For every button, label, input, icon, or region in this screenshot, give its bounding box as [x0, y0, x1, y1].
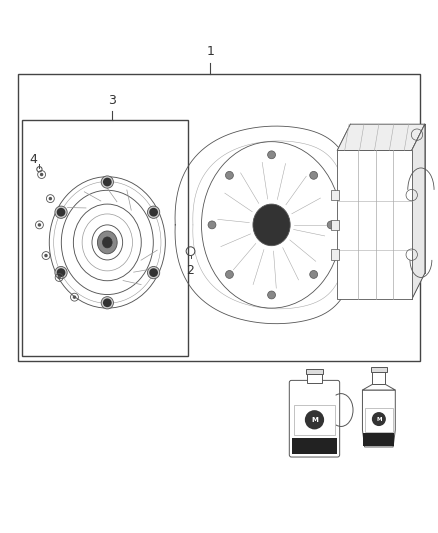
Ellipse shape	[253, 204, 290, 246]
Circle shape	[268, 291, 276, 299]
Circle shape	[226, 271, 233, 278]
Ellipse shape	[55, 206, 67, 219]
Circle shape	[38, 223, 41, 227]
Bar	[293, 405, 336, 435]
Text: 5: 5	[375, 372, 383, 385]
Circle shape	[57, 276, 61, 279]
Circle shape	[103, 177, 112, 187]
Circle shape	[149, 208, 158, 216]
FancyBboxPatch shape	[289, 381, 340, 457]
Text: M: M	[376, 417, 381, 422]
Circle shape	[310, 271, 318, 278]
Bar	[331, 190, 339, 200]
Circle shape	[310, 172, 318, 179]
Ellipse shape	[97, 231, 117, 254]
Circle shape	[149, 268, 158, 277]
Bar	[22, 120, 188, 356]
Polygon shape	[412, 124, 425, 300]
Text: 4: 4	[29, 152, 37, 166]
Bar	[364, 433, 395, 446]
Bar	[331, 249, 339, 260]
Polygon shape	[337, 124, 425, 150]
Polygon shape	[362, 390, 395, 447]
Text: 6: 6	[309, 372, 317, 385]
Polygon shape	[362, 384, 395, 390]
Bar	[307, 374, 322, 383]
Bar	[372, 372, 385, 384]
Bar	[18, 74, 420, 361]
Circle shape	[103, 298, 112, 307]
Text: 1: 1	[206, 45, 214, 59]
Circle shape	[372, 412, 386, 426]
Circle shape	[305, 410, 324, 430]
Circle shape	[268, 151, 276, 159]
Bar	[364, 408, 393, 432]
Bar	[331, 220, 339, 230]
Circle shape	[73, 295, 76, 299]
Ellipse shape	[101, 176, 113, 188]
Circle shape	[49, 197, 52, 200]
Text: M: M	[311, 417, 318, 423]
Circle shape	[226, 172, 233, 179]
Circle shape	[40, 173, 43, 176]
Ellipse shape	[148, 206, 160, 219]
Circle shape	[327, 221, 335, 229]
Bar	[306, 369, 323, 374]
Ellipse shape	[101, 297, 113, 309]
Circle shape	[57, 268, 65, 277]
Circle shape	[44, 254, 48, 257]
Ellipse shape	[148, 266, 160, 279]
Ellipse shape	[102, 237, 112, 248]
Ellipse shape	[55, 266, 67, 279]
Circle shape	[208, 221, 216, 229]
Bar	[293, 438, 336, 454]
Polygon shape	[337, 150, 412, 300]
Circle shape	[57, 208, 65, 216]
Text: 2: 2	[187, 264, 194, 277]
Text: 3: 3	[108, 94, 116, 107]
Bar	[371, 367, 387, 372]
